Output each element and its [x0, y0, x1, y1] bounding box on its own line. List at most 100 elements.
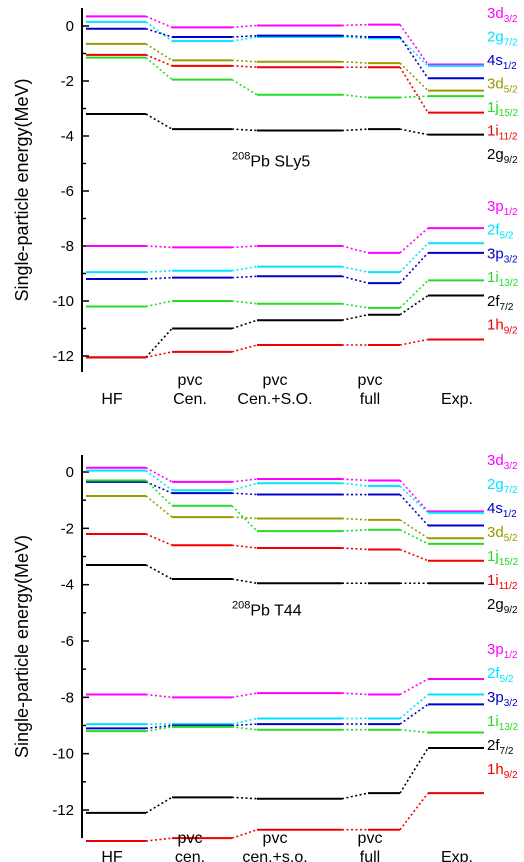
series-4s-1_2 — [86, 27, 484, 80]
state-label-main: 4s — [487, 500, 503, 517]
state-label: 1j15/2 — [487, 99, 519, 119]
level-connector — [145, 276, 173, 280]
y-tick-label: -8 — [61, 689, 74, 706]
level-connector — [399, 279, 429, 309]
state-label: 1i13/2 — [487, 269, 519, 289]
level-connector — [399, 66, 429, 114]
level-connector — [231, 492, 258, 496]
level-connector — [341, 36, 369, 40]
level-connector — [399, 728, 429, 734]
state-label-subscript: 13/2 — [499, 722, 519, 733]
level-connector — [399, 703, 429, 725]
series-2g-9_2 — [86, 113, 484, 136]
level-connector — [231, 78, 258, 96]
annotation-mass-number: 208 — [232, 600, 250, 612]
level-connector — [399, 678, 429, 696]
level-connector — [231, 275, 258, 279]
level-connector — [399, 36, 429, 79]
level-connector — [341, 792, 369, 800]
state-label-main: 1j — [487, 99, 499, 116]
level-connector — [145, 21, 173, 42]
level-connector — [231, 34, 258, 38]
category-label: cen. — [175, 849, 205, 862]
level-connector — [399, 529, 429, 545]
level-connector — [145, 43, 173, 62]
state-label: 1i13/2 — [487, 713, 519, 733]
level-connector — [399, 242, 429, 273]
level-connector — [341, 478, 369, 482]
level-connector — [145, 564, 173, 580]
state-label-main: 3d — [487, 76, 504, 93]
state-label-main: 2f — [487, 222, 500, 239]
y-tick-label: -12 — [52, 802, 74, 819]
category-label: pvc — [358, 830, 383, 847]
state-label: 4s1/2 — [487, 500, 517, 520]
series-2f-7_2 — [86, 294, 484, 359]
level-connector — [231, 578, 258, 585]
level-connector — [231, 245, 258, 249]
level-connector — [341, 517, 369, 521]
level-connector — [231, 482, 258, 492]
level-connector — [399, 485, 429, 514]
state-label-main: 3d — [487, 524, 504, 541]
series-1h-9_2 — [86, 792, 484, 842]
state-label-subscript: 7/2 — [504, 38, 518, 49]
level-connector — [231, 726, 258, 731]
state-label-main: 2f — [487, 665, 500, 682]
y-tick-label: 0 — [66, 464, 74, 481]
state-label: 3d3/2 — [487, 452, 518, 472]
series-2f-5_2 — [86, 242, 484, 274]
state-label-main: 2g — [487, 29, 504, 46]
series-3p-3_2 — [86, 703, 484, 730]
series-3d-3_2 — [86, 15, 484, 66]
y-tick-label: -10 — [52, 746, 74, 763]
state-label-main: 1i — [487, 269, 499, 286]
state-label-subscript: 11/2 — [499, 581, 518, 592]
category-label: Cen. — [173, 391, 207, 408]
state-label-subscript: 15/2 — [499, 108, 519, 119]
level-connector — [231, 505, 258, 532]
state-label: 2f7/2 — [487, 293, 514, 313]
series-1i-11_2 — [86, 53, 484, 114]
state-label-main: 1i — [487, 123, 499, 140]
level-connector — [145, 467, 173, 483]
state-label-subscript: 7/2 — [504, 485, 518, 496]
state-label-subscript: 5/2 — [504, 533, 518, 544]
state-label-main: 2f — [487, 293, 500, 310]
level-connector — [145, 726, 173, 732]
series-4s-1_2 — [86, 480, 484, 527]
state-label: 1j15/2 — [487, 548, 519, 568]
level-connector — [145, 113, 173, 130]
level-connector — [145, 837, 173, 842]
level-connector — [399, 747, 429, 794]
category-label: HF — [101, 391, 123, 408]
state-label-subscript: 1/2 — [504, 207, 518, 218]
level-connector — [145, 533, 173, 546]
level-connector — [341, 128, 369, 132]
series-2g-7_2 — [86, 20, 484, 67]
y-tick-label: -8 — [61, 238, 74, 255]
level-connector — [341, 482, 369, 487]
category-label: full — [360, 849, 380, 862]
state-label: 3p1/2 — [487, 198, 518, 218]
annotation-mass-number: 208 — [232, 150, 250, 162]
state-label: 3p1/2 — [487, 641, 518, 661]
state-label-main: 2f — [487, 737, 500, 754]
state-label: 1i11/2 — [487, 572, 518, 592]
series-2f-5_2 — [86, 693, 484, 726]
level-connector — [399, 128, 429, 136]
y-tick-label: -4 — [61, 128, 74, 145]
level-connector — [341, 302, 369, 309]
y-tick-label: -6 — [61, 633, 74, 650]
state-label-subscript: 5/2 — [500, 231, 514, 242]
state-label-subscript: 7/2 — [500, 302, 514, 313]
category-label: pvc — [263, 830, 288, 847]
level-connector — [341, 60, 369, 64]
state-label-main: 1i — [487, 572, 499, 589]
annotation-text: Pb T44 — [250, 603, 301, 620]
y-tick-label: -12 — [52, 348, 74, 365]
category-label: pvc — [178, 830, 203, 847]
category-label: HF — [101, 849, 123, 862]
level-connector — [231, 36, 258, 42]
level-connector — [399, 95, 429, 99]
